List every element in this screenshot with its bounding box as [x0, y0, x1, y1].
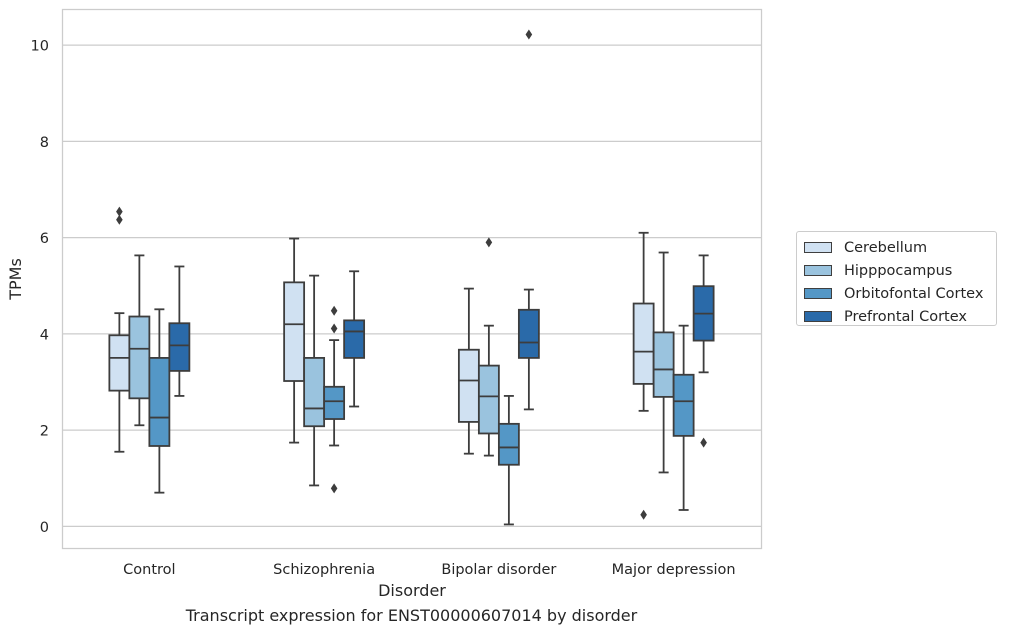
legend-label: Orbitofontal Cortex — [844, 285, 984, 302]
box-group — [692, 254, 715, 448]
outlier-point — [116, 206, 123, 217]
box — [652, 331, 675, 398]
y-tick-label: 8 — [40, 135, 49, 151]
box — [323, 385, 346, 420]
legend-item: Prefrontal Cortex — [804, 305, 996, 328]
legend-swatch — [804, 288, 832, 299]
box — [343, 319, 366, 359]
box — [108, 334, 131, 392]
axes: 0 2 4 6 8 10 Control Schizophrenia Bipolar disor… — [31, 39, 736, 578]
box — [283, 281, 306, 382]
box-group — [477, 237, 500, 457]
legend-label: Prefrontal Cortex — [844, 308, 967, 325]
y-tick-label: 4 — [40, 327, 49, 343]
box-series — [108, 29, 715, 526]
box-group — [497, 395, 520, 526]
box-group — [303, 274, 326, 487]
box — [128, 315, 151, 400]
box-group — [652, 251, 675, 474]
box — [672, 373, 695, 437]
box-group — [128, 254, 151, 427]
box-group — [108, 206, 131, 453]
gridlines — [62, 44, 761, 527]
box-group — [343, 270, 366, 408]
outlier-point — [116, 214, 123, 225]
outlier-point — [330, 305, 338, 316]
box-group — [632, 231, 655, 520]
chart-caption: Transcript expression for ENST0000060701… — [185, 606, 638, 625]
plot-frame — [61, 8, 763, 550]
y-tick-label: 10 — [31, 39, 49, 55]
x-tick-label: Schizophrenia — [273, 562, 375, 578]
box-group — [672, 324, 695, 511]
legend-item: Hipppocampus — [804, 259, 996, 282]
box-group — [283, 237, 306, 444]
y-axis-label: TPMs — [6, 258, 25, 301]
box-group — [148, 308, 171, 494]
outlier-point — [640, 509, 647, 520]
legend-swatch — [804, 311, 832, 322]
box — [497, 422, 520, 466]
x-axis-label: Disorder — [378, 581, 446, 600]
legend-label: Cerebellum — [844, 239, 928, 256]
box-group — [168, 265, 191, 397]
outlier-point — [330, 483, 338, 494]
outlier-point — [700, 437, 707, 448]
outlier-point — [525, 29, 533, 40]
box — [632, 302, 655, 385]
y-tick-label: 6 — [40, 231, 49, 247]
box — [477, 364, 500, 435]
x-tick-label: Control — [123, 562, 175, 578]
box-group — [517, 29, 540, 411]
outlier-point — [330, 323, 338, 334]
legend-item: Orbitofontal Cortex — [804, 282, 996, 305]
x-tick-label: Bipolar disorder — [441, 562, 556, 578]
box — [303, 357, 326, 428]
box-group — [323, 305, 346, 494]
legend-item: Cerebellum — [804, 236, 996, 259]
legend-label: Hipppocampus — [844, 262, 953, 279]
legend: Cerebellum Hipppocampus Orbitofontal Corte… — [796, 231, 997, 326]
legend-swatch — [804, 242, 832, 253]
y-tick-label: 0 — [40, 520, 49, 536]
box-group — [457, 287, 480, 455]
outlier-point — [485, 237, 493, 248]
y-tick-label: 2 — [40, 424, 49, 440]
legend-swatch — [804, 265, 832, 276]
box — [457, 348, 480, 423]
x-tick-label: Major depression — [612, 562, 736, 578]
box — [168, 322, 191, 372]
box — [517, 308, 540, 359]
box — [148, 357, 171, 447]
